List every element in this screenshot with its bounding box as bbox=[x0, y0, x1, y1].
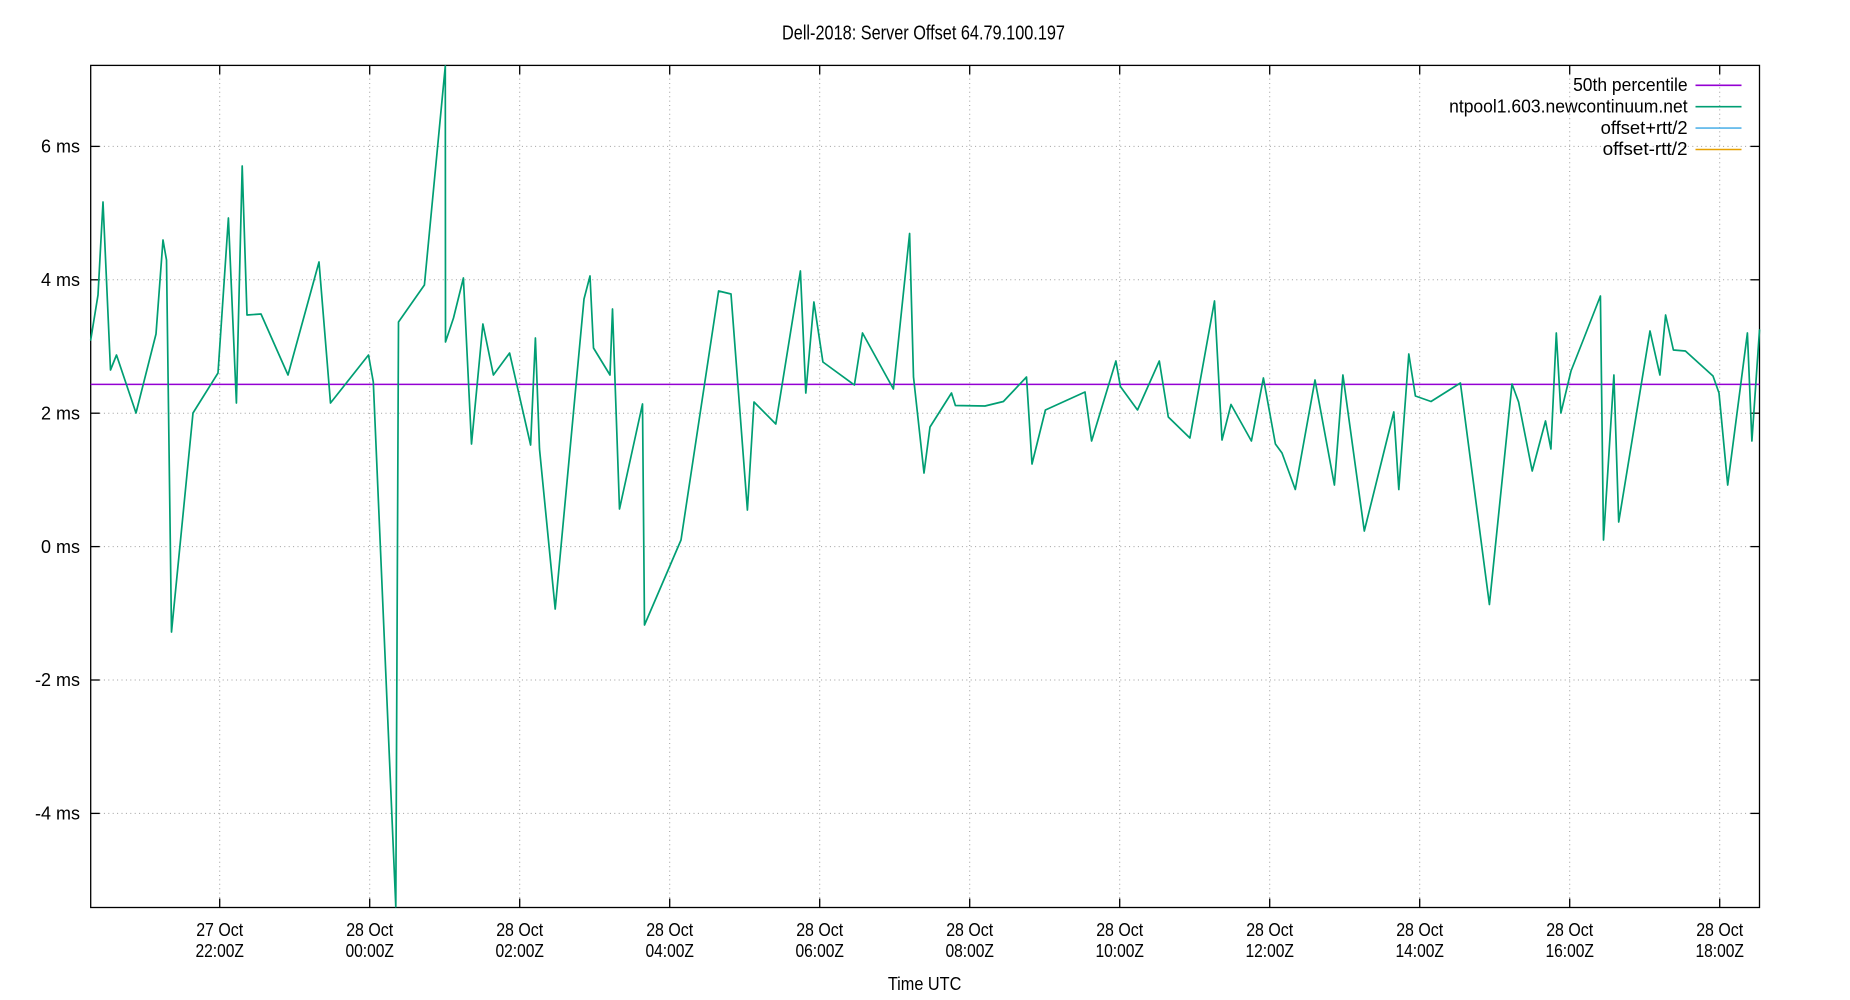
svg-text:ntpool1.603.newcontinuum.net: ntpool1.603.newcontinuum.net bbox=[1449, 96, 1688, 116]
svg-text:14:00Z: 14:00Z bbox=[1395, 941, 1444, 961]
svg-text:28 Oct: 28 Oct bbox=[1396, 920, 1443, 940]
svg-text:28 Oct: 28 Oct bbox=[1546, 920, 1593, 940]
svg-text:28 Oct: 28 Oct bbox=[496, 920, 543, 940]
svg-text:offset+rtt/2: offset+rtt/2 bbox=[1601, 118, 1688, 138]
svg-text:28 Oct: 28 Oct bbox=[1246, 920, 1293, 940]
svg-text:06:00Z: 06:00Z bbox=[795, 941, 844, 961]
svg-text:08:00Z: 08:00Z bbox=[945, 941, 994, 961]
svg-text:04:00Z: 04:00Z bbox=[645, 941, 694, 961]
svg-text:offset-rtt/2: offset-rtt/2 bbox=[1603, 139, 1688, 159]
svg-text:-2 ms: -2 ms bbox=[35, 670, 80, 690]
svg-text:50th percentile: 50th percentile bbox=[1573, 75, 1688, 95]
svg-text:28 Oct: 28 Oct bbox=[646, 920, 693, 940]
svg-text:28 Oct: 28 Oct bbox=[796, 920, 843, 940]
svg-text:10:00Z: 10:00Z bbox=[1095, 941, 1144, 961]
svg-text:16:00Z: 16:00Z bbox=[1545, 941, 1594, 961]
svg-text:02:00Z: 02:00Z bbox=[495, 941, 544, 961]
svg-text:28 Oct: 28 Oct bbox=[346, 920, 393, 940]
svg-text:6 ms: 6 ms bbox=[41, 137, 80, 157]
svg-text:12:00Z: 12:00Z bbox=[1245, 941, 1294, 961]
svg-text:28 Oct: 28 Oct bbox=[946, 920, 993, 940]
svg-text:-4 ms: -4 ms bbox=[35, 804, 80, 824]
svg-text:18:00Z: 18:00Z bbox=[1695, 941, 1744, 961]
svg-text:2 ms: 2 ms bbox=[41, 403, 80, 423]
svg-text:27 Oct: 27 Oct bbox=[196, 920, 243, 940]
svg-text:28 Oct: 28 Oct bbox=[1696, 920, 1743, 940]
svg-text:28 Oct: 28 Oct bbox=[1096, 920, 1143, 940]
svg-text:00:00Z: 00:00Z bbox=[345, 941, 394, 961]
svg-text:0 ms: 0 ms bbox=[41, 537, 80, 557]
svg-text:Dell-2018: Server Offset 64.79: Dell-2018: Server Offset 64.79.100.197 bbox=[782, 22, 1065, 45]
svg-text:4 ms: 4 ms bbox=[41, 270, 80, 290]
svg-text:22:00Z: 22:00Z bbox=[195, 941, 244, 961]
svg-text:Time UTC: Time UTC bbox=[888, 974, 962, 994]
